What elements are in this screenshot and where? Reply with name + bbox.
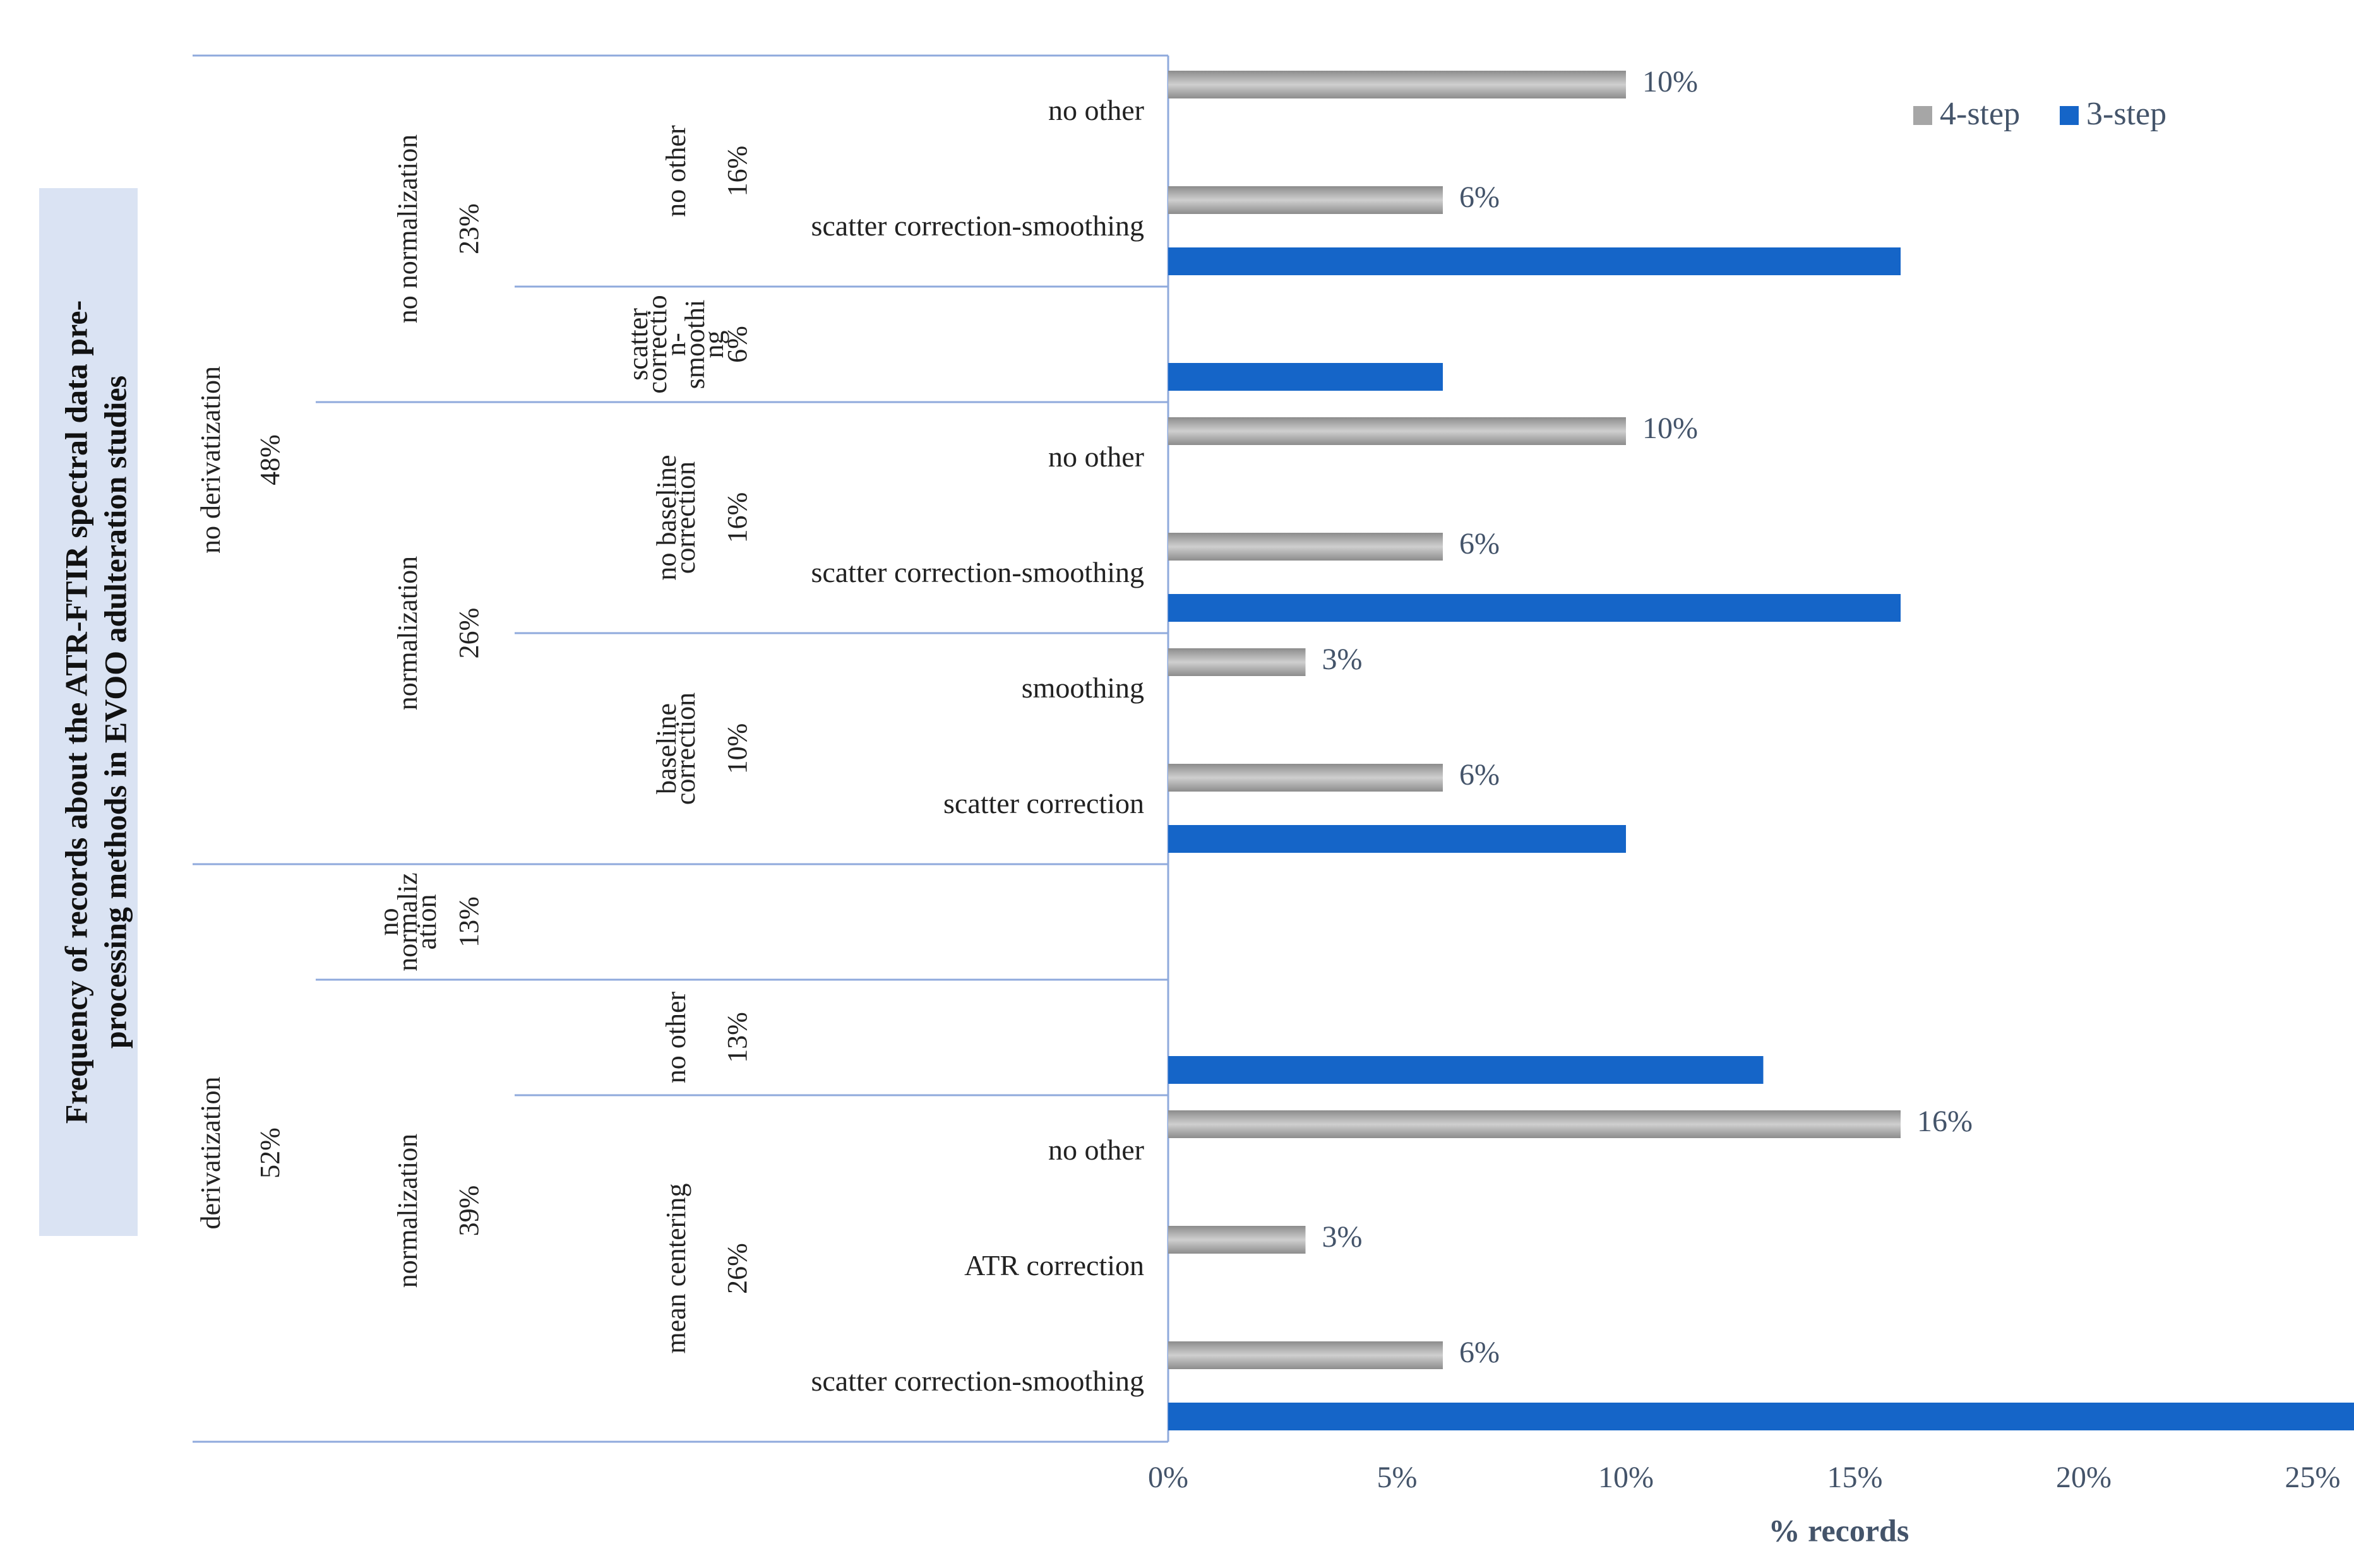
x-axis-ticks: 0% 5% 10% 15% 20% 25% (1148, 1461, 2340, 1494)
category-label-1: scatter correction-smoothing (811, 210, 1144, 242)
bar-4-step-5 (1168, 648, 1306, 676)
level2-label-3: normalization (392, 1134, 423, 1288)
data-label-4-step-3: 10% (1642, 412, 1698, 445)
level2-percent-1: 26% (453, 608, 484, 659)
level2-percent-0: 23% (453, 203, 484, 254)
category-label-5: smoothing (1022, 672, 1144, 704)
level3-label-1-line-4: ng (698, 331, 729, 359)
level3-percent-0: 16% (722, 146, 753, 197)
level2-label-0: no normalization (392, 134, 423, 323)
level3-label-1-line-1: correctio (642, 295, 672, 393)
level3-label-1-line-0: scatter (623, 308, 654, 381)
bar-3-step-1 (1168, 247, 1901, 275)
level3-label-2-line-1: correction (670, 461, 701, 574)
bar-3-step-6 (1168, 825, 1626, 853)
level1-percent-0: 48% (254, 434, 285, 485)
legend: 4-step 3-step (1913, 96, 2166, 132)
legend-swatch-4-step (1913, 106, 1932, 125)
data-label-4-step-6: 6% (1459, 758, 1500, 792)
x-axis-title: % records (1769, 1512, 1909, 1548)
data-labels: 10% 6% 10% 6% 3% 6% 16% 3% 6% (1322, 65, 1973, 1369)
category-label-0: no other (1048, 94, 1144, 126)
data-label-4-step-4: 6% (1459, 527, 1500, 561)
level1-percent-1: 52% (254, 1127, 285, 1179)
bar-3-step-2 (1168, 363, 1443, 391)
bar-3-step-4 (1168, 594, 1901, 622)
data-label-4-step-10: 3% (1322, 1220, 1363, 1254)
level2-percent-2: 13% (453, 896, 484, 947)
bar-4-step-4 (1168, 533, 1443, 561)
bar-4-step-3 (1168, 417, 1626, 445)
level2-percent-3: 39% (453, 1185, 484, 1237)
x-tick-label-5: 25% (2285, 1461, 2341, 1494)
bar-3-step-11 (1168, 1403, 2354, 1430)
level3-label-5: no other (660, 991, 691, 1083)
bar-4-step-10 (1168, 1226, 1306, 1254)
bars (1168, 71, 2354, 1430)
x-tick-label-1: 5% (1377, 1461, 1418, 1494)
bar-4-step-1 (1168, 186, 1443, 214)
data-label-4-step-1: 6% (1459, 181, 1500, 214)
level2-label-2-line-1: normaliz (392, 872, 423, 971)
category-label-3: no other (1048, 441, 1144, 473)
level2-label-2-line-2: ation (411, 894, 442, 950)
data-label-4-step-9: 16% (1917, 1105, 1973, 1138)
level3-percent-2: 16% (722, 492, 753, 543)
level1-label-1: derivatization (195, 1077, 226, 1230)
legend-swatch-3-step (2060, 106, 2079, 125)
category-label-6: scatter correction (943, 787, 1144, 819)
category-hierarchy: no derivatization 48% derivatization 52% no … (193, 54, 1169, 1443)
level3-percent-6: 26% (722, 1243, 753, 1294)
level2-label-1: normalization (392, 556, 423, 710)
legend-label-3-step: 3-step (2086, 96, 2166, 132)
level1-label-0: no derivatization (195, 366, 226, 554)
category-label-4: scatter correction-smoothing (811, 556, 1144, 588)
level3-label-1-line-2: n- (660, 333, 691, 356)
data-label-4-step-0: 10% (1642, 65, 1698, 98)
bar-3-step-8 (1168, 1056, 1764, 1084)
level2-label-2-line-0: no (373, 908, 404, 936)
x-tick-label-4: 20% (2056, 1461, 2112, 1494)
x-tick-label-0: 0% (1148, 1461, 1188, 1494)
level3-label-3-line-1: correction (670, 692, 701, 805)
bar-4-step-11 (1168, 1341, 1443, 1369)
bar-4-step-0 (1168, 71, 1626, 98)
chart-title-group: Frequency of records about the ATR-FTIR … (39, 188, 138, 1236)
x-tick-label-2: 10% (1598, 1461, 1654, 1494)
level3-label-0: no other (660, 125, 691, 217)
data-label-4-step-5: 3% (1322, 643, 1363, 676)
category-label-11: scatter correction-smoothing (811, 1365, 1144, 1397)
chart-title-line-2: processing methods in EVOO adulteration … (97, 376, 133, 1048)
level3-label-1-line-3: smoothi (679, 300, 710, 389)
level3-label-2-line-0: no baseline (651, 454, 682, 580)
category-labels: no other scatter correction-smoothing no o… (811, 94, 1144, 1397)
bar-4-step-9 (1168, 1110, 1901, 1138)
legend-label-4-step: 4-step (1940, 96, 2020, 132)
chart-title-line-1: Frequency of records about the ATR-FTIR … (58, 300, 93, 1124)
bar-4-step-6 (1168, 764, 1443, 792)
category-label-10: ATR correction (964, 1249, 1144, 1281)
level3-label-6: mean centering (660, 1184, 691, 1354)
level3-percent-3: 10% (722, 723, 753, 775)
category-label-9: no other (1048, 1134, 1144, 1166)
x-tick-label-3: 15% (1827, 1461, 1883, 1494)
level3-label-3-line-0: baseline (651, 703, 682, 794)
data-label-4-step-11: 6% (1459, 1336, 1500, 1369)
level3-percent-5: 13% (722, 1012, 753, 1063)
chart-title-background (39, 188, 138, 1236)
level3-percent-1: 6% (722, 326, 753, 363)
